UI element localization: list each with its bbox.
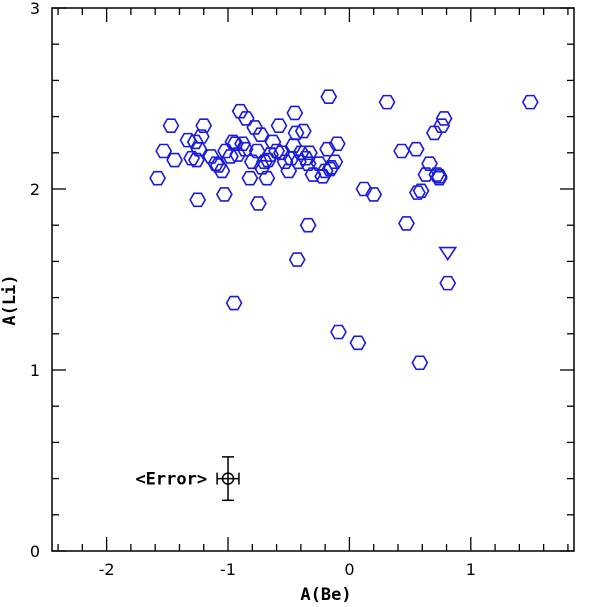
x-tick-label: 0	[344, 560, 354, 579]
hexagon-point	[299, 217, 317, 233]
hexagon-point	[288, 252, 306, 267]
hexagon-point	[166, 152, 184, 168]
hexagon-point	[188, 152, 205, 168]
hexagon-point	[435, 111, 453, 126]
hexagon-point	[290, 154, 307, 170]
hexagon-point	[330, 324, 347, 340]
hexagon-point	[314, 169, 332, 184]
hexagon-point	[217, 143, 235, 159]
hexagon-point	[202, 149, 220, 164]
hexagon-point	[417, 167, 435, 182]
hexagon-point	[229, 147, 247, 162]
hexagon-point	[300, 145, 318, 161]
hexagon-point	[328, 136, 346, 152]
hexagon-point	[433, 118, 451, 133]
hexagon-point	[398, 216, 415, 231]
hexagon-point	[179, 132, 197, 148]
hexagon-point	[407, 141, 425, 157]
hexagon-point	[320, 89, 338, 104]
hexagon-point	[231, 103, 249, 119]
hexagon-point	[270, 118, 288, 133]
hexagon-point	[294, 123, 312, 139]
y-tick-label: 0	[30, 542, 40, 561]
hexagon-point	[241, 170, 259, 186]
hexagon-point	[408, 185, 426, 200]
tick-labels: -2 -1 0 1 0 1 2 3	[30, 0, 476, 579]
plot-frame	[51, 7, 575, 552]
hexagon-point	[304, 167, 322, 182]
hexagon-point	[297, 150, 315, 166]
hexagon-point	[207, 156, 225, 171]
hexagon-point	[378, 94, 396, 110]
hexagon-point	[209, 158, 227, 173]
hexagon-point	[246, 120, 264, 135]
hexagon-point	[349, 335, 367, 351]
hexagon-point	[411, 355, 429, 371]
hexagon-point	[393, 143, 411, 159]
hexagon-point	[439, 275, 457, 291]
hexagon-point	[292, 145, 310, 161]
hexagon-point	[299, 156, 317, 171]
error-bar-annotation: <Error>	[135, 456, 240, 502]
hexagon-point	[213, 163, 231, 179]
error-center-marker	[221, 472, 235, 485]
error-label: <Error>	[135, 470, 207, 490]
hexagon-point	[430, 169, 448, 184]
hexagon-point	[237, 111, 255, 126]
hexagon-point	[287, 125, 305, 141]
hexagon-point	[521, 94, 539, 110]
hexagon-point	[276, 154, 294, 170]
triangle-point	[438, 246, 458, 261]
y-tick-label: 3	[30, 0, 40, 18]
hexagon-point	[365, 187, 383, 202]
hexagon-point	[412, 183, 430, 199]
hexagon-point	[234, 136, 252, 152]
hexagon-point	[252, 127, 270, 142]
y-tick-label: 2	[30, 180, 40, 199]
hexagon-point	[428, 167, 446, 182]
hexagon-point	[183, 150, 201, 166]
hexagon-point	[256, 154, 273, 170]
y-axis-label: A(Li)	[0, 274, 20, 325]
x-tick-label: -1	[220, 560, 236, 579]
hexagon-point	[149, 170, 167, 186]
hexagon-point	[192, 129, 210, 144]
hexagon-point	[189, 192, 207, 208]
hexagon-point	[248, 143, 266, 159]
y-tick-label: 1	[30, 361, 40, 380]
axis-ticks	[52, 7, 574, 552]
hexagon-point	[155, 143, 173, 159]
hexagon-point	[195, 118, 213, 133]
hexagon-point	[425, 125, 443, 141]
hexagon-point	[321, 161, 339, 177]
hexagon-point	[215, 187, 233, 202]
x-tick-label: -2	[99, 560, 115, 579]
hexagon-point	[249, 196, 267, 211]
hexagon-point	[162, 118, 180, 133]
hexagon-point	[186, 134, 204, 150]
hexagon-point	[259, 152, 277, 168]
hexagon-point	[430, 170, 448, 186]
data-marks	[149, 89, 539, 371]
hexagon-point	[421, 156, 438, 171]
x-axis-label: A(Be)	[300, 585, 351, 605]
x-tick-label: 1	[466, 560, 476, 579]
hexagon-point	[258, 170, 276, 186]
hexagon-point	[326, 154, 344, 170]
hexagon-point	[225, 295, 243, 311]
hexagon-point	[286, 105, 304, 121]
hexagon-point	[322, 159, 340, 175]
